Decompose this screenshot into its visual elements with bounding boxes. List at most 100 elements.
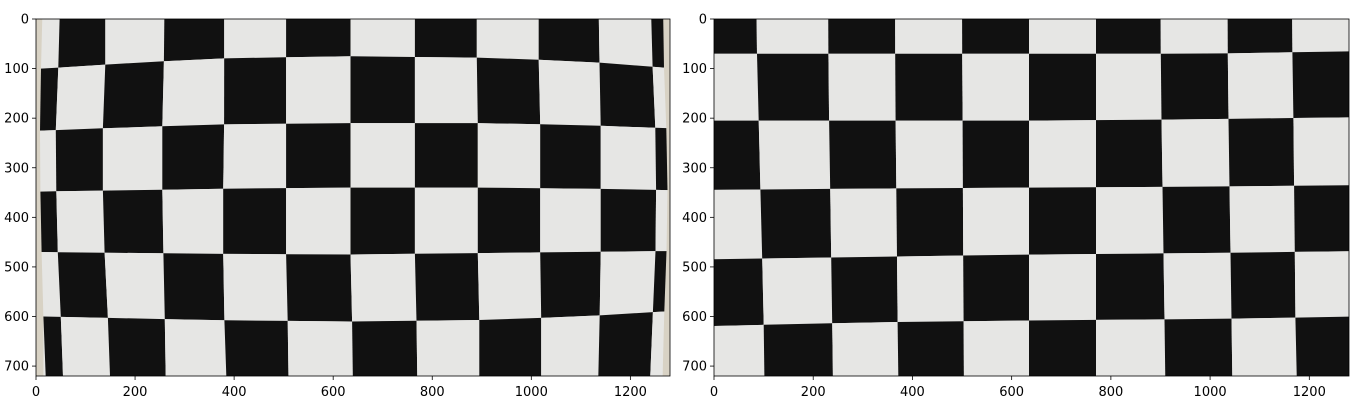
- checker-square: [41, 252, 61, 317]
- checker-square: [1160, 53, 1229, 120]
- checker-square: [164, 319, 227, 376]
- checker-square: [1292, 19, 1349, 53]
- checker-square: [599, 62, 656, 128]
- x-tick-label: 600: [999, 385, 1024, 400]
- left-edge-strip-left: [36, 19, 44, 376]
- x-tick-label: 200: [801, 385, 826, 400]
- checker-square: [763, 323, 833, 376]
- checker-square: [55, 64, 106, 131]
- checker-square: [1164, 318, 1233, 376]
- checker-square: [1029, 319, 1096, 376]
- checker-square: [1029, 187, 1096, 255]
- checker-square: [760, 188, 832, 259]
- y-tick-label: 0: [21, 13, 29, 28]
- checker-square: [60, 316, 111, 376]
- checker-square: [479, 317, 542, 376]
- checker-square: [1029, 53, 1096, 121]
- left-image-panel: 0 200 400 600 800 1000 1200 0 100 200 300 400 500 600…: [4, 13, 671, 400]
- checker-square: [477, 123, 541, 189]
- checker-square: [477, 252, 542, 320]
- checker-square: [962, 19, 1029, 54]
- checker-square: [223, 188, 287, 255]
- checker-square: [1230, 251, 1296, 319]
- y-tick-label: 500: [682, 260, 707, 275]
- checker-square: [895, 120, 963, 189]
- checker-square: [57, 252, 108, 318]
- y-tick-label: 600: [4, 310, 29, 325]
- checker-square: [714, 53, 759, 121]
- checker-square: [895, 53, 963, 121]
- checker-square: [1096, 253, 1165, 320]
- y-tick-label: 400: [682, 211, 707, 226]
- checker-square: [286, 56, 351, 124]
- checker-square: [538, 19, 600, 63]
- checker-square: [286, 19, 351, 58]
- y-tick-label: 100: [682, 62, 707, 77]
- checker-square: [762, 257, 833, 325]
- checker-square: [40, 191, 58, 253]
- checker-square: [104, 252, 165, 320]
- checker-square: [896, 188, 964, 257]
- checker-square: [414, 187, 478, 254]
- x-tick-label: 0: [32, 385, 40, 400]
- checker-square: [223, 123, 287, 189]
- checker-square: [476, 19, 539, 60]
- checker-square: [1163, 252, 1232, 320]
- checker-square: [1228, 118, 1295, 187]
- y-tick-label: 300: [4, 161, 29, 176]
- x-tick-label: 400: [900, 385, 925, 400]
- checker-square: [1295, 316, 1349, 376]
- checker-square: [714, 120, 761, 190]
- checker-square: [286, 254, 353, 322]
- y-tick-label: 300: [682, 161, 707, 176]
- checker-square: [897, 321, 964, 376]
- checker-square: [414, 19, 477, 58]
- checker-square: [224, 57, 287, 125]
- checker-square: [40, 130, 57, 192]
- x-tick-label: 800: [1098, 385, 1123, 400]
- checker-square: [1161, 118, 1230, 187]
- checker-square: [223, 253, 288, 321]
- checker-square: [1229, 185, 1295, 253]
- checker-square: [600, 125, 657, 190]
- x-tick-label: 600: [321, 385, 346, 400]
- checker-square: [831, 256, 898, 324]
- checker-square: [1096, 119, 1163, 188]
- checker-square: [962, 187, 1029, 256]
- x-tick-label: 400: [222, 385, 247, 400]
- y-tick-label: 200: [682, 112, 707, 127]
- checker-square: [598, 19, 653, 67]
- checker-square: [828, 53, 896, 121]
- checker-square: [476, 57, 541, 125]
- checker-square: [1096, 19, 1161, 54]
- checker-square: [477, 187, 541, 254]
- checker-square: [350, 187, 415, 255]
- checker-square: [1096, 319, 1166, 376]
- checker-square: [1029, 19, 1096, 54]
- checker-square: [830, 188, 897, 258]
- checker-square: [350, 19, 415, 57]
- x-tick-label: 1000: [1194, 385, 1227, 400]
- checker-square: [1162, 186, 1231, 254]
- checker-square: [414, 57, 478, 124]
- checker-square: [286, 187, 351, 255]
- left-image: [36, 19, 670, 376]
- checker-square: [655, 189, 668, 252]
- checker-square: [714, 189, 763, 260]
- checker-square: [540, 124, 601, 189]
- y-tick-label: 200: [4, 112, 29, 127]
- checker-square: [599, 251, 656, 316]
- checker-square: [651, 19, 664, 68]
- y-tick-label: 600: [682, 310, 707, 325]
- checker-square: [286, 123, 351, 189]
- y-tick-label: 700: [4, 360, 29, 375]
- checker-square: [41, 19, 60, 69]
- checker-square: [758, 120, 831, 190]
- checker-square: [540, 188, 601, 253]
- checker-square: [1227, 19, 1293, 54]
- checker-square: [897, 255, 964, 322]
- checker-square: [162, 188, 224, 254]
- right-image-panel: 0 200 400 600 800 1000 1200 0 100 200 300 400 500 600…: [682, 13, 1350, 400]
- checker-square: [962, 53, 1029, 121]
- checker-square: [832, 322, 899, 376]
